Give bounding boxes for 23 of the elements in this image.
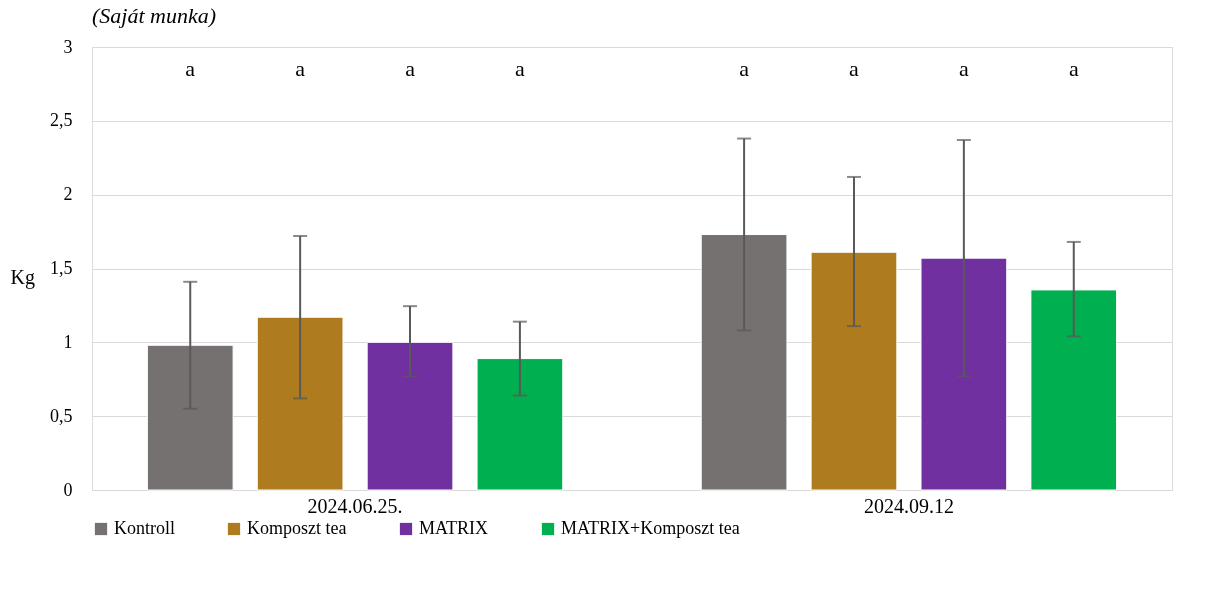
y-tick-label: 0,5 — [50, 405, 73, 426]
annotation: a — [295, 56, 306, 81]
legend-label: Komposzt tea — [247, 518, 347, 538]
annotation: a — [849, 56, 860, 81]
x-tick-label: 2024.06.25. — [307, 494, 403, 517]
legend-label: Kontroll — [114, 518, 175, 538]
y-tick-label: 3 — [63, 36, 73, 57]
annotation: a — [1068, 56, 1079, 81]
y-tick-label: 0 — [63, 479, 73, 500]
y-tick-label: 2 — [63, 184, 73, 205]
annotation: a — [185, 56, 196, 81]
legend-label: MATRIX+Komposzt tea — [561, 518, 740, 538]
annotation: a — [958, 56, 969, 81]
annotation: a — [739, 56, 750, 81]
y-axis-title: Kg — [10, 265, 35, 289]
x-tick-label: 2024.09.12 — [863, 494, 954, 517]
annotation: a — [405, 56, 416, 81]
y-tick-label: 2,5 — [50, 110, 73, 131]
text: (Saját munka) — [92, 3, 217, 28]
y-tick-label: 1,5 — [50, 258, 73, 278]
y-tick-label: 1 — [63, 331, 73, 352]
annotation: a — [515, 56, 526, 81]
legend-label: MATRIX — [419, 518, 489, 538]
